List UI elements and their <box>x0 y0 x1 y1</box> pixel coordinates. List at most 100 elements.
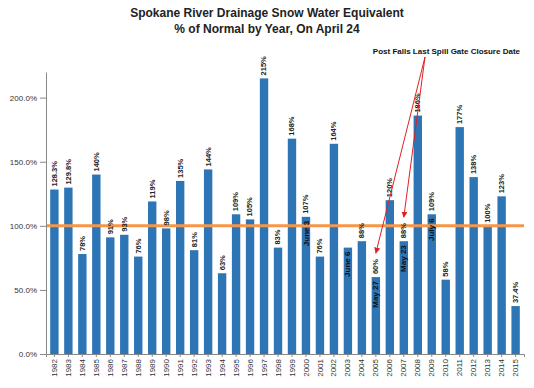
bar <box>511 306 519 354</box>
data-label: 81% <box>190 232 199 247</box>
y-tick: 50.0% <box>14 286 46 295</box>
x-tick-label: 1995 <box>232 358 241 376</box>
data-label: 119% <box>148 179 157 198</box>
x-tick: 2013 <box>483 354 492 377</box>
x-tick-mark <box>305 354 306 357</box>
y-tick-mark <box>40 98 46 99</box>
x-tick-label: 2004 <box>357 358 366 376</box>
data-label: 215% <box>259 56 268 76</box>
x-tick-mark <box>96 354 97 357</box>
data-label: 164% <box>329 121 338 141</box>
y-tick: 200.0% <box>10 94 46 103</box>
y-axis-line <box>46 73 47 355</box>
x-tick-label: 2009 <box>427 358 436 376</box>
x-tick: 1984 <box>78 354 87 377</box>
y-tick: 0.0% <box>19 350 46 359</box>
data-label: 58% <box>441 261 450 276</box>
x-tick-label: 2011 <box>455 358 464 376</box>
data-label: 76% <box>134 238 143 253</box>
x-tick-mark <box>166 354 167 357</box>
bar <box>274 248 282 354</box>
bar <box>134 257 142 354</box>
x-tick-mark <box>389 354 390 357</box>
bar <box>246 219 254 354</box>
data-label: 109% <box>231 192 240 212</box>
bar <box>400 241 408 354</box>
bar <box>428 214 436 354</box>
annotation: July 6 <box>427 218 436 241</box>
bar <box>330 144 338 354</box>
x-tick: 1991 <box>176 354 185 377</box>
bar <box>288 139 296 354</box>
x-tick-mark <box>152 354 153 357</box>
x-tick: 1999 <box>288 354 297 377</box>
bar <box>442 280 450 354</box>
data-label: 100% <box>483 203 492 223</box>
data-label: 129.8% <box>64 159 73 185</box>
x-tick-mark <box>375 354 376 357</box>
bars <box>46 78 524 354</box>
y-tick-label: 0.0% <box>19 350 37 359</box>
bar <box>386 200 394 354</box>
normal-line <box>46 224 524 227</box>
bar <box>372 277 380 354</box>
annotation: June 3 <box>302 220 311 246</box>
x-tick-mark <box>222 354 223 357</box>
y-tick-label: 200.0% <box>10 94 37 103</box>
y-tick: 100.0% <box>10 222 46 231</box>
title: Spokane River Drainage Snow Water Equiva… <box>130 6 404 20</box>
x-tick-label: 2013 <box>483 358 492 376</box>
callout-text: Post Falls Last Spill Gate Closure Date <box>373 47 521 56</box>
bar <box>260 78 268 354</box>
x-tick-label: 1999 <box>288 358 297 376</box>
x-tick: 2005 <box>371 354 380 377</box>
x-tick-label: 2003 <box>343 358 352 376</box>
x-tick-mark <box>278 354 279 357</box>
x-tick-mark <box>208 354 209 357</box>
x-tick-mark <box>347 354 348 357</box>
x-tick: 1982 <box>50 354 59 377</box>
data-label: 109% <box>427 192 436 212</box>
bar <box>64 188 72 354</box>
x-tick-label: 1984 <box>78 358 87 376</box>
annotations: June 3June 6May 27May 23July 6 <box>302 218 437 308</box>
x-tick-label: 1988 <box>134 358 143 376</box>
x-tick-label: 2010 <box>441 358 450 376</box>
data-label: 128.3% <box>50 161 59 187</box>
x-tick-label: 2005 <box>371 358 380 376</box>
x-tick: 2012 <box>469 354 478 377</box>
x-tick-label: 1985 <box>92 358 101 376</box>
x-tick-mark <box>236 354 237 357</box>
x-tick: 2003 <box>343 354 352 377</box>
x-tick: 1990 <box>162 354 171 377</box>
x-tick: 2011 <box>455 354 464 376</box>
data-label: 177% <box>455 105 464 125</box>
x-tick-mark <box>515 354 516 357</box>
x-tick-mark <box>501 354 502 357</box>
x-tick-mark <box>264 354 265 357</box>
x-tick: 2015 <box>511 354 520 377</box>
x-tick: 1997 <box>260 354 269 377</box>
x-tick-mark <box>361 354 362 357</box>
x-tick-mark <box>291 354 292 357</box>
data-label: 98% <box>162 210 171 225</box>
x-tick-mark <box>431 354 432 357</box>
x-tick: 2001 <box>316 354 325 377</box>
x-tick: 1983 <box>64 354 73 377</box>
data-label: 76% <box>315 238 324 253</box>
bar <box>469 177 477 354</box>
bar <box>50 190 58 354</box>
data-label: 63% <box>218 255 227 270</box>
data-label: 107% <box>301 194 310 214</box>
subtitle: % of Normal by Year, On April 24 <box>174 22 360 36</box>
bar <box>232 214 240 354</box>
data-label: 105% <box>245 197 254 217</box>
x-tick-label: 1987 <box>120 358 129 376</box>
x-tick: 1993 <box>204 354 213 377</box>
bar <box>92 175 100 354</box>
x-tick: 2007 <box>399 354 408 377</box>
x-tick-mark <box>445 354 446 357</box>
x-tick-label: 1991 <box>176 358 185 376</box>
x-tick-mark <box>138 354 139 357</box>
x-tick-mark <box>417 354 418 357</box>
